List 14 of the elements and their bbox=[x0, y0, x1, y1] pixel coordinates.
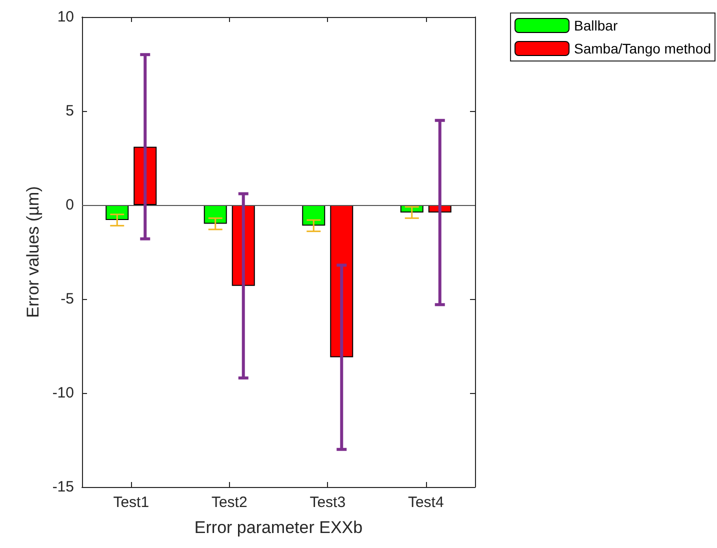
x-tick-label: Test2 bbox=[211, 494, 248, 511]
y-tick-label: 5 bbox=[66, 102, 74, 120]
y-axis-title: Error values (µm) bbox=[23, 186, 42, 318]
x-tick-label: Test3 bbox=[310, 494, 346, 511]
y-tick-label: -10 bbox=[52, 384, 74, 402]
x-tick-label: Test4 bbox=[408, 494, 444, 511]
legend-label: Samba/Tango method bbox=[574, 40, 712, 56]
y-tick-label: 10 bbox=[57, 8, 74, 26]
y-tick-label: 0 bbox=[66, 196, 74, 214]
x-axis-title: Error parameter EXXb bbox=[194, 518, 363, 537]
y-tick-label: -5 bbox=[60, 290, 74, 308]
legend-label: Ballbar bbox=[574, 18, 618, 34]
x-tick-label: Test1 bbox=[113, 494, 150, 511]
y-tick-label: -15 bbox=[52, 478, 74, 496]
